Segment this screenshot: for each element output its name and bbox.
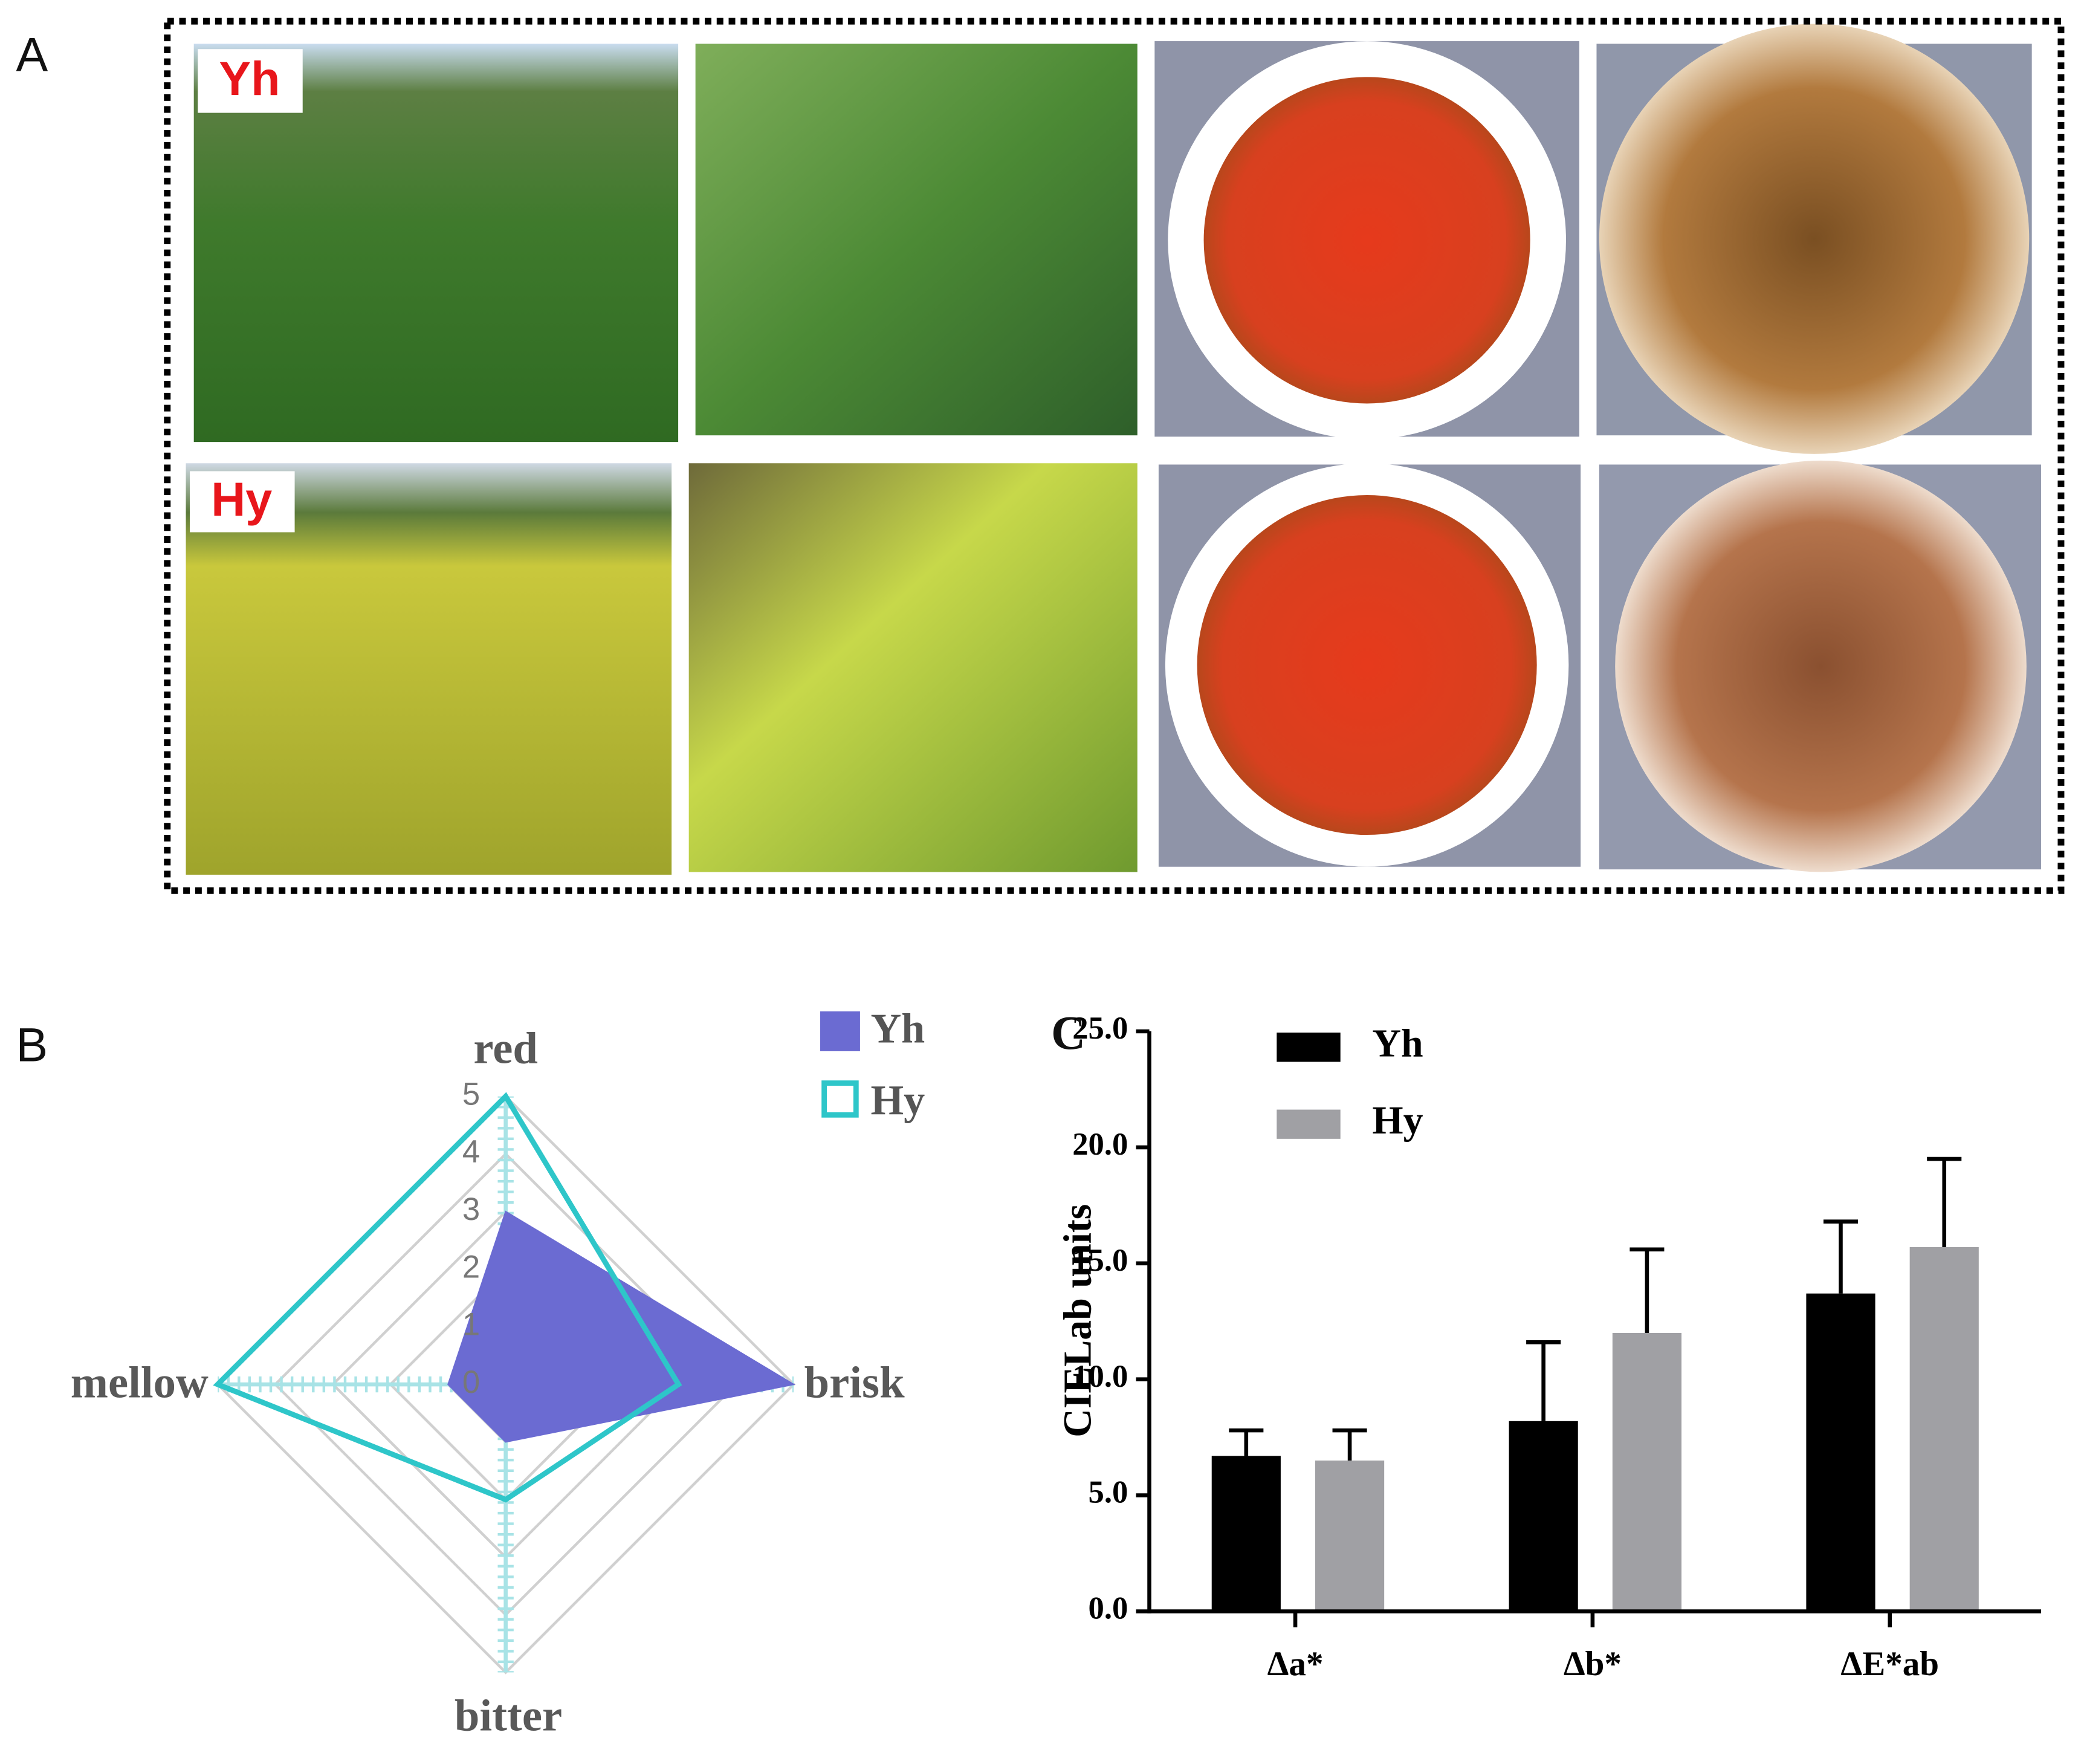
y-tick-label: 0.0 [1089, 1591, 1128, 1626]
legend-label: Hy [1372, 1098, 1423, 1143]
legend-label: Yh [870, 1005, 925, 1052]
r-tick-label: 4 [462, 1134, 480, 1170]
r-tick-label: 1 [462, 1307, 480, 1343]
photo-label: Hy [211, 472, 272, 526]
panel-a: Yh Hy A [16, 18, 2065, 894]
bar [1211, 1456, 1281, 1612]
r-tick-label: 3 [462, 1192, 480, 1227]
y-tick-label: 5.0 [1089, 1475, 1128, 1510]
leaves [1599, 24, 2030, 454]
x-tick-label: Δb* [1564, 1645, 1622, 1683]
leaves [1615, 460, 2027, 872]
x-tick-label: Δa* [1267, 1645, 1324, 1683]
area [447, 1210, 796, 1443]
y-tick-label: 20.0 [1072, 1127, 1128, 1162]
panel-label: A [16, 27, 48, 81]
legend-marker [1277, 1033, 1341, 1062]
x-tick-label: ΔE*ab [1840, 1645, 1939, 1683]
label-box [190, 471, 295, 533]
legend-marker [821, 1080, 859, 1118]
y-tick-label: 25.0 [1072, 1011, 1128, 1046]
axis-label: bitter [455, 1691, 562, 1741]
axis-label: mellow [71, 1358, 209, 1408]
bar [1612, 1332, 1681, 1612]
bar [1315, 1461, 1385, 1612]
tea-liquor [1197, 495, 1537, 835]
photo-leaf [688, 463, 1138, 872]
r-tick-label: 2 [462, 1249, 480, 1285]
axis-label: brisk [804, 1358, 905, 1408]
bar [1909, 1247, 1979, 1612]
panel-label: C [1051, 1007, 1086, 1060]
tea-liquor [1203, 77, 1530, 404]
r-tick-label: 0 [462, 1364, 480, 1400]
y-tick-label: 15.0 [1072, 1243, 1128, 1278]
legend-label: Yh [1372, 1021, 1423, 1065]
legend-label: Hy [870, 1077, 925, 1124]
bar [1806, 1293, 1875, 1612]
line [213, 1092, 682, 1503]
y-axis-title: CIELab units [1056, 1204, 1100, 1438]
y-tick-label: 10.0 [1072, 1359, 1128, 1394]
r-tick-label: 5 [462, 1077, 480, 1112]
label-box [198, 49, 303, 113]
axis-label: red [473, 1023, 537, 1073]
panel-label: B [16, 1017, 48, 1071]
legend-marker [820, 1011, 860, 1051]
legend-marker [1277, 1109, 1341, 1139]
bar [1509, 1421, 1578, 1612]
photo-label: Yh [219, 51, 280, 105]
photo-leaf [695, 44, 1138, 436]
dotted-frame [164, 18, 2065, 894]
